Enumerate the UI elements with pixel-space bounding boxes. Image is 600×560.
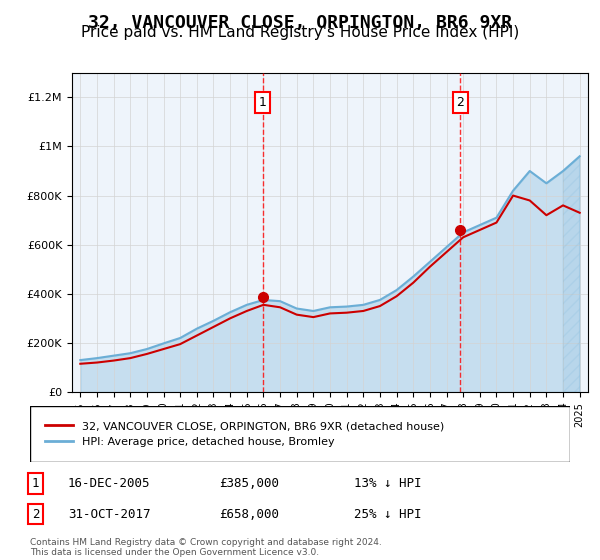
Text: 31-OCT-2017: 31-OCT-2017 (68, 507, 151, 521)
Text: £385,000: £385,000 (219, 477, 279, 490)
Text: 2: 2 (32, 507, 39, 521)
Text: 13% ↓ HPI: 13% ↓ HPI (354, 477, 421, 490)
Text: Contains HM Land Registry data © Crown copyright and database right 2024.
This d: Contains HM Land Registry data © Crown c… (30, 538, 382, 557)
Text: 25% ↓ HPI: 25% ↓ HPI (354, 507, 421, 521)
Text: 16-DEC-2005: 16-DEC-2005 (68, 477, 151, 490)
Text: £658,000: £658,000 (219, 507, 279, 521)
Legend: 32, VANCOUVER CLOSE, ORPINGTON, BR6 9XR (detached house), HPI: Average price, de: 32, VANCOUVER CLOSE, ORPINGTON, BR6 9XR … (41, 417, 449, 451)
Text: 32, VANCOUVER CLOSE, ORPINGTON, BR6 9XR: 32, VANCOUVER CLOSE, ORPINGTON, BR6 9XR (88, 14, 512, 32)
Text: 1: 1 (259, 96, 266, 109)
Text: Price paid vs. HM Land Registry's House Price Index (HPI): Price paid vs. HM Land Registry's House … (81, 25, 519, 40)
FancyBboxPatch shape (30, 406, 570, 462)
Text: 2: 2 (457, 96, 464, 109)
Text: 1: 1 (32, 477, 39, 490)
